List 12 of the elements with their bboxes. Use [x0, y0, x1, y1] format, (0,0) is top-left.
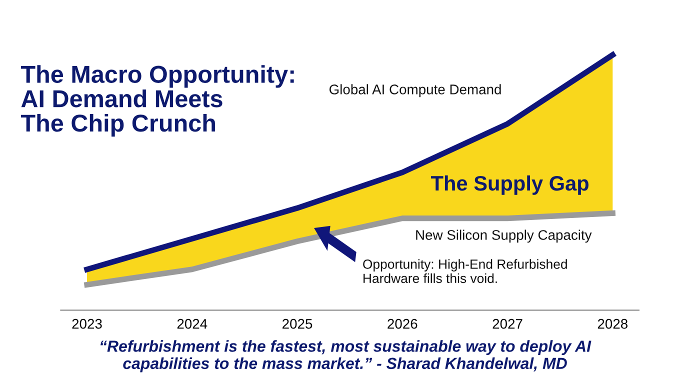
annotation: Opportunity: High-End Refurbished Hardware fills this void.	[363, 259, 567, 284]
series-label: Global AI Compute Demand	[330, 84, 501, 98]
x-tick-label: 2026	[388, 318, 418, 329]
x-tick-label: 2023	[72, 318, 102, 329]
text: “Refurbishment is the fastest, most sustainable way to deploy AI capabilities to the mass market.” - Sharad Khandelwal, MD	[100, 340, 592, 372]
text: The Macro Opportunity: AI Demand Meets The Chip Crunch	[20, 65, 294, 137]
x-tick-label: 2027	[492, 318, 522, 329]
series-label: The Supply Gap	[431, 175, 589, 195]
series-label: New Silicon Supply Capacity	[416, 230, 592, 243]
x-tick-label: 2028	[598, 318, 628, 329]
x-tick-label: 2025	[282, 318, 312, 329]
x-tick-label: 2024	[177, 318, 208, 329]
